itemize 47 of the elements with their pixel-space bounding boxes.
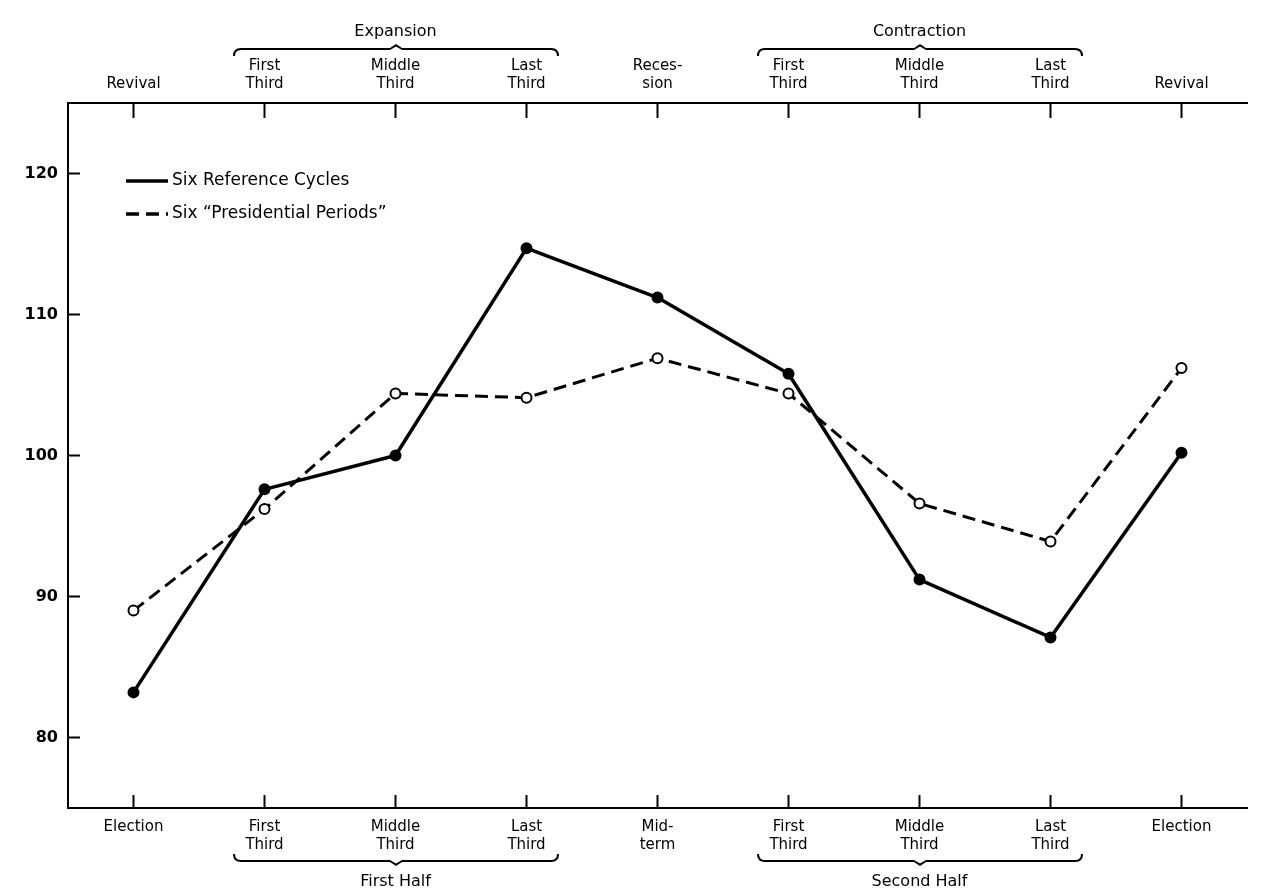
point: [389, 387, 402, 400]
x-tick-label: First Third: [768, 816, 808, 853]
text: Revival: [1154, 73, 1209, 92]
x-tick-label: Election: [103, 816, 164, 835]
y-tick-label: 80: [35, 726, 58, 746]
text: Reces- sion: [632, 55, 683, 92]
point: [258, 503, 271, 516]
point: [1044, 535, 1057, 548]
point: [258, 483, 271, 496]
text: Revival: [106, 73, 161, 92]
y-tick-label: 90: [35, 585, 58, 605]
x-tick-label: First Third: [244, 816, 284, 853]
x-tick-label: Election: [1151, 816, 1212, 835]
point: [651, 352, 664, 365]
y-tick-label: 110: [24, 303, 58, 323]
legend-label: Six Reference Cycles: [172, 169, 350, 190]
point: [782, 367, 795, 380]
point: [913, 573, 926, 586]
x-tick-label: Last Third: [1030, 816, 1070, 853]
text: Middle Third: [894, 55, 945, 92]
point: [127, 604, 140, 617]
text: First Half: [359, 871, 433, 890]
point: [389, 449, 402, 462]
text: Last Third: [1030, 55, 1070, 92]
point: [1175, 446, 1188, 459]
point: [520, 391, 533, 404]
point: [1175, 362, 1188, 375]
text: Second Half: [870, 871, 969, 890]
text: First Third: [768, 55, 808, 92]
y-tick-label: 100: [24, 444, 58, 464]
point: [1044, 631, 1057, 644]
y-tick-label: 120: [24, 162, 58, 182]
legend-label: Six “Presidential Periods”: [172, 202, 387, 223]
x-tick-label: Mid- term: [639, 816, 676, 853]
text: First Third: [244, 55, 284, 92]
point: [651, 291, 664, 304]
point: [520, 242, 533, 255]
text: Middle Third: [370, 55, 421, 92]
x-tick-label: Last Third: [506, 816, 546, 853]
x-tick-label: Middle Third: [370, 816, 421, 853]
point: [127, 686, 140, 699]
x-tick-label: Middle Third: [894, 816, 945, 853]
text: Expansion: [353, 21, 438, 40]
text: Contraction: [871, 21, 968, 40]
point: [913, 497, 926, 510]
point: [782, 387, 795, 400]
text: Last Third: [506, 55, 546, 92]
